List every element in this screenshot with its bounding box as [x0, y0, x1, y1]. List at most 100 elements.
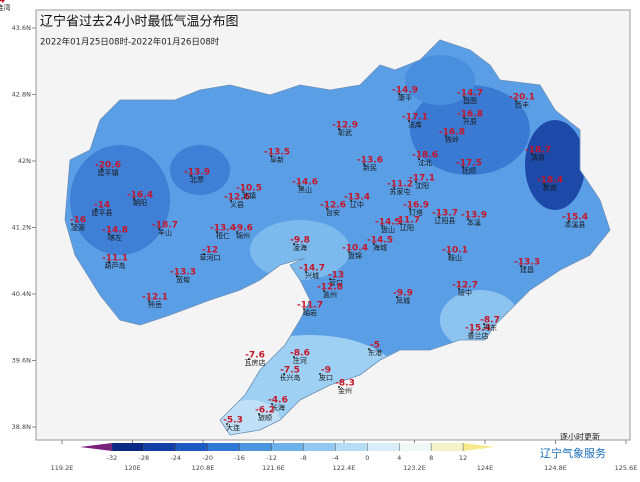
station-dot — [258, 413, 260, 415]
subtitle: 2022年01月25日08时-2022年01月26日08时 — [40, 37, 220, 48]
station-dot — [270, 155, 272, 157]
station-value: -16.9 — [403, 201, 429, 211]
station-value: -13.5 — [264, 148, 290, 158]
station-value: -13.3 — [170, 268, 196, 278]
station-dot — [329, 278, 331, 280]
station-name: 长兴岛 — [280, 373, 301, 382]
legend-label: 8 — [429, 454, 433, 462]
legend-label: 4 — [397, 454, 401, 462]
station-value: -9.6 — [233, 224, 253, 234]
station-value: -10.4 — [342, 244, 368, 254]
station-value: -10.1 — [442, 246, 468, 256]
station-dot — [463, 117, 465, 119]
station-name: 大连 — [226, 423, 240, 432]
station-name: 辽阳县 — [435, 216, 456, 225]
station-value: -13.3 — [514, 258, 540, 268]
station-value: -14.6 — [292, 178, 318, 188]
legend-swatch — [367, 443, 400, 451]
station-value: -15.4 — [562, 213, 588, 223]
legend-swatch — [111, 443, 144, 451]
station-dot — [176, 275, 178, 277]
station-dot — [158, 228, 160, 230]
legend-swatch — [303, 443, 336, 451]
legend-label: -8 — [300, 454, 306, 462]
station-dot — [471, 331, 473, 333]
title: 辽宁省过去24小时最低气温分布图 — [40, 14, 239, 30]
lon-label: 125.6E — [615, 464, 638, 472]
station-name: 建平县 — [92, 208, 113, 217]
station-name: 丹东 — [483, 323, 497, 332]
station-value: -8.7 — [480, 316, 500, 326]
station-name: 兴城 — [305, 271, 319, 280]
station-dot — [108, 233, 110, 235]
station-name: 西丰 — [515, 100, 529, 109]
station-dot — [298, 185, 300, 187]
lon-label: 120.8E — [192, 464, 215, 472]
station-value: -16 — [70, 216, 86, 226]
legend-swatch — [239, 443, 272, 451]
station-value: -12.8 — [317, 283, 343, 293]
station-dot — [368, 348, 370, 350]
station-value: -18.6 — [412, 151, 438, 161]
station-dot — [363, 163, 365, 165]
station-dot — [108, 261, 110, 263]
station-name: 海城 — [373, 243, 387, 252]
station-value: -18.7 — [525, 146, 551, 156]
station-value: -8.3 — [335, 379, 355, 389]
station-value: -4.6 — [268, 396, 288, 406]
station-name: 东港 — [368, 348, 382, 357]
station-dot — [445, 135, 447, 137]
legend-swatch — [175, 443, 208, 451]
station-name: 凌海 — [293, 243, 307, 252]
lat-label: 38.8N — [12, 423, 31, 431]
lat-label: 43.6N — [12, 24, 31, 32]
station-dot — [463, 96, 465, 98]
station-name: 沈阳 — [415, 181, 429, 190]
station-value: -15.4 — [465, 324, 491, 334]
station-value: -13.9 — [184, 168, 210, 178]
station-name: 羊山 — [158, 228, 172, 237]
lat-label: 41.2N — [12, 224, 31, 232]
station-name: 本溪县 — [565, 220, 586, 229]
lon-label: 119.2E — [51, 464, 74, 472]
station-name: 台安 — [326, 208, 340, 217]
station-value: -9.8 — [290, 236, 310, 246]
lat-label: 42N — [18, 157, 31, 165]
station-dot — [396, 296, 398, 298]
station-dot — [348, 251, 350, 253]
station-dot — [520, 265, 522, 267]
station-dot — [543, 183, 545, 185]
station-name: 草河口 — [200, 253, 221, 262]
station-name: 阜新 — [270, 155, 284, 164]
station-name: 灯塔 — [409, 208, 423, 217]
station-name: 清原 — [531, 153, 545, 162]
station-value: -14.7 — [457, 89, 483, 99]
station-name: 苏家屯 — [390, 187, 411, 196]
station-value: -17.5 — [456, 159, 482, 169]
station-value: -13.4 — [210, 224, 236, 234]
station-value: -13.4 — [344, 193, 370, 203]
station-dot — [568, 220, 570, 222]
station-dot — [418, 158, 420, 160]
station-dot — [226, 423, 228, 425]
station-dot — [236, 231, 238, 233]
legend-label: -20 — [202, 454, 213, 462]
legend-swatch — [335, 443, 368, 451]
lon-label: 120E — [124, 464, 141, 472]
station-name: 庄河 — [293, 356, 307, 365]
station-value: -6.2 — [255, 406, 275, 416]
station-name: 熊岳 — [148, 300, 162, 309]
station-name: 凤城 — [396, 297, 410, 305]
station-dot — [203, 253, 205, 255]
station-value: -9.9 — [393, 289, 413, 299]
station-dot — [409, 208, 411, 210]
station-name: 绥中 — [458, 288, 472, 297]
station-name: 桓仁 — [216, 231, 230, 240]
update-note: 逐小时更新 — [560, 432, 600, 442]
legend-label: -32 — [107, 454, 118, 462]
station-value: -20.1 — [509, 93, 535, 103]
station-value: -12.7 — [452, 281, 478, 291]
station-name: 鞍山 — [448, 253, 462, 262]
station-dot — [305, 271, 307, 273]
station-dot — [190, 175, 192, 177]
